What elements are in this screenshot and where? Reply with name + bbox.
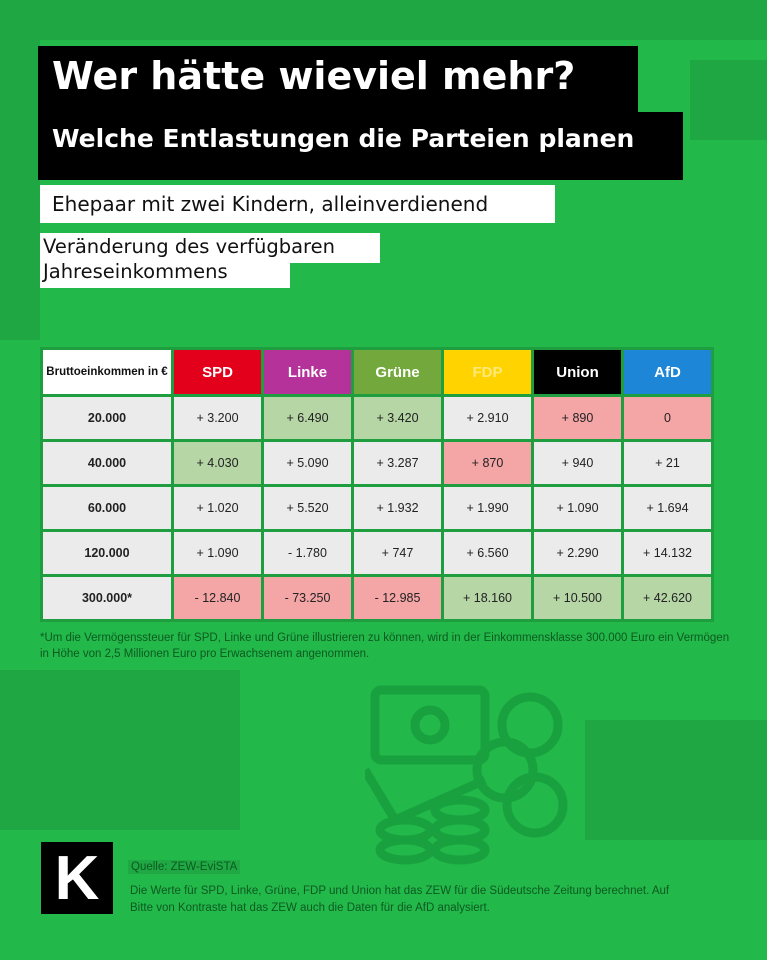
value-cell: + 18.160	[444, 577, 531, 619]
column-header-fdp: FDP	[444, 350, 531, 394]
value-cell: - 12.840	[174, 577, 261, 619]
bg-square	[0, 0, 767, 40]
bg-square	[690, 60, 767, 140]
value-cell: - 12.985	[354, 577, 441, 619]
source-text: Die Werte für SPD, Linke, Grüne, FDP und…	[130, 885, 670, 914]
value-cell: + 5.520	[264, 487, 351, 529]
value-cell: + 1.694	[624, 487, 711, 529]
value-cell: + 870	[444, 442, 531, 484]
value-cell: + 6.560	[444, 532, 531, 574]
value-cell: + 5.090	[264, 442, 351, 484]
value-cell: - 1.780	[264, 532, 351, 574]
logo-letter: K	[54, 843, 100, 913]
table-row: 300.000* - 12.840- 73.250- 12.985 + 18.160…	[43, 577, 711, 619]
subtitle-text: Welche Entlastungen die Parteien planen	[52, 124, 635, 153]
footnote: *Um die Vermögenssteuer für SPD, Linke u…	[40, 632, 730, 660]
value-cell: + 2.290	[534, 532, 621, 574]
table-row: 120.000 + 1.090- 1.780 + 747 + 6.560 + 2.290…	[43, 532, 711, 574]
value-cell: + 940	[534, 442, 621, 484]
income-cell: 20.000	[43, 397, 171, 439]
value-cell: + 747	[354, 532, 441, 574]
bg-square	[585, 720, 767, 840]
money-coins-icon	[365, 685, 568, 865]
bg-square	[0, 40, 40, 340]
title-text: Wer hätte wieviel mehr?	[52, 54, 576, 98]
value-cell: + 3.200	[174, 397, 261, 439]
kontraste-logo: K	[41, 842, 113, 914]
value-cell: + 6.490	[264, 397, 351, 439]
table-row: 40.000 + 4.030 + 5.090 + 3.287 + 870 + 940 + 2…	[43, 442, 711, 484]
income-cell: 60.000	[43, 487, 171, 529]
income-cell: 120.000	[43, 532, 171, 574]
value-cell: + 4.030	[174, 442, 261, 484]
household-text: Ehepaar mit zwei Kindern, alleinverdiene…	[52, 192, 489, 216]
value-cell: + 1.020	[174, 487, 261, 529]
income-cell: 300.000*	[43, 577, 171, 619]
column-header-grüne: Grüne	[354, 350, 441, 394]
value-cell: + 2.910	[444, 397, 531, 439]
value-cell: + 3.420	[354, 397, 441, 439]
value-cell: + 890	[534, 397, 621, 439]
table-row: 60.000 + 1.020 + 5.520 + 1.932 + 1.990 + 1.09…	[43, 487, 711, 529]
table-row: 20.000 + 3.200 + 6.490 + 3.420 + 2.910 + 890 0	[43, 397, 711, 439]
source-label: Quelle: ZEW-EviSTA	[128, 860, 241, 874]
value-cell: + 1.090	[534, 487, 621, 529]
value-cell: + 10.500	[534, 577, 621, 619]
value-cell: + 1.932	[354, 487, 441, 529]
page-subtitle: Welche Entlastungen die Parteien planen	[38, 112, 683, 180]
column-header-union: Union	[534, 350, 621, 394]
column-header-spd: SPD	[174, 350, 261, 394]
value-cell: + 21	[624, 442, 711, 484]
column-header-afd: AfD	[624, 350, 711, 394]
income-cell: 40.000	[43, 442, 171, 484]
value-cell: - 73.250	[264, 577, 351, 619]
measure-text: Veränderung des verfügbaren Jahreseinkom…	[43, 235, 335, 283]
corner-header: Bruttoeinkommen in €	[43, 350, 171, 394]
column-header-linke: Linke	[264, 350, 351, 394]
value-cell: + 14.132	[624, 532, 711, 574]
value-cell: + 42.620	[624, 577, 711, 619]
value-cell: + 1.090	[174, 532, 261, 574]
bg-square	[0, 670, 240, 830]
measure-label: Veränderung des verfügbaren Jahreseinkom…	[40, 233, 380, 288]
household-label: Ehepaar mit zwei Kindern, alleinverdiene…	[40, 185, 555, 223]
value-cell: + 1.990	[444, 487, 531, 529]
value-cell: + 3.287	[354, 442, 441, 484]
income-table: Bruttoeinkommen in € SPD Linke Grüne FDP Unio…	[40, 347, 714, 622]
page-title: Wer hätte wieviel mehr?	[38, 46, 638, 112]
value-cell: 0	[624, 397, 711, 439]
